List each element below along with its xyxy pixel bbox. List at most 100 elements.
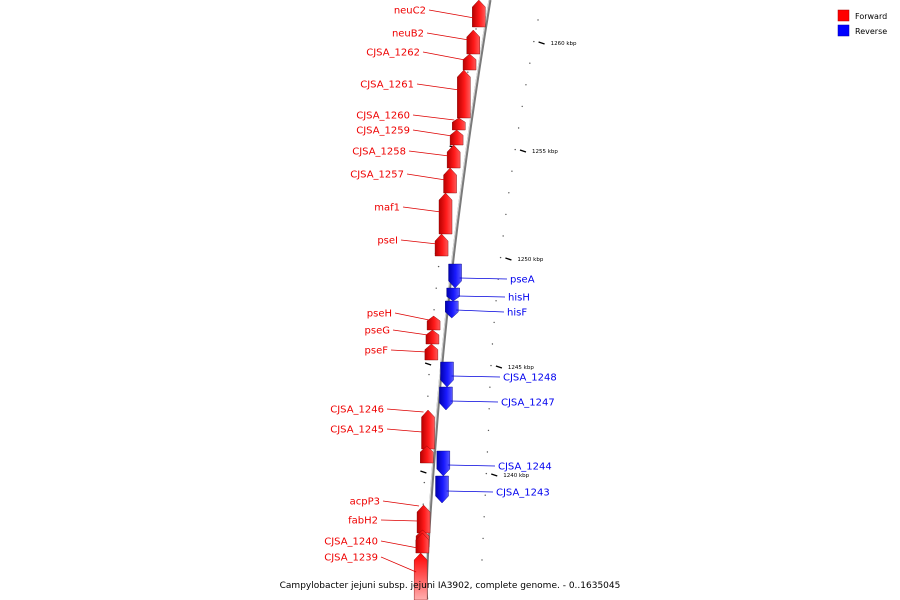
leader-line xyxy=(386,408,424,413)
minor-tick xyxy=(508,192,510,194)
leader-line xyxy=(459,277,508,280)
gene-label-pseg[interactable]: pseG xyxy=(365,326,390,337)
gene-label-neub2[interactable]: neuB2 xyxy=(392,29,424,40)
gene-label-cjsa-1258[interactable]: CJSA_1258 xyxy=(352,147,406,158)
gene-reverse-cjsa-1244[interactable] xyxy=(436,450,451,477)
gene-label-psef[interactable]: pseF xyxy=(365,346,389,357)
minor-tick xyxy=(428,373,430,376)
minor-tick xyxy=(502,235,504,237)
gene-forward-pseg[interactable] xyxy=(425,329,440,345)
gene-label-cjsa-1257[interactable]: CJSA_1257 xyxy=(350,170,404,181)
gene-label-maf1[interactable]: maf1 xyxy=(374,203,400,214)
gene-label-cjsa-1244[interactable]: CJSA_1244 xyxy=(498,462,552,473)
gene-label-hish[interactable]: hisH xyxy=(508,293,530,304)
minor-tick xyxy=(489,386,491,388)
minor-tick xyxy=(533,40,535,43)
minor-tick xyxy=(529,62,531,64)
leader-line xyxy=(412,129,453,137)
gene-forward-cjsa-1259[interactable] xyxy=(449,129,464,146)
leader-line xyxy=(402,206,442,213)
leader-line xyxy=(426,32,469,41)
scale-tick-label: 1250 kbp xyxy=(517,257,543,263)
leader-line xyxy=(428,9,475,19)
minor-tick xyxy=(475,28,477,30)
leader-line xyxy=(416,83,460,91)
minor-tick xyxy=(511,170,513,172)
gene-reverse-cjsa-1243[interactable] xyxy=(435,475,449,504)
gene-forward-cjsa-1246[interactable] xyxy=(421,409,435,450)
scale-tick-label: 1240 kbp xyxy=(503,473,529,479)
gene-label-cjsa-1245[interactable]: CJSA_1245 xyxy=(330,425,384,436)
legend: Forward Reverse xyxy=(837,9,887,37)
gene-forward-cjsa-1261[interactable] xyxy=(457,69,471,119)
gene-forward-neuc2[interactable] xyxy=(472,0,486,28)
leader-line xyxy=(390,349,427,353)
scale-tick-label: 1255 kbp xyxy=(532,149,558,155)
leader-line xyxy=(400,239,438,245)
gene-reverse-hisf[interactable] xyxy=(445,300,459,319)
gene-reverse-psea[interactable] xyxy=(448,263,462,289)
gene-forward-cjsa-1239[interactable] xyxy=(413,552,428,600)
leader-line xyxy=(412,114,455,121)
gene-label-cjsa-1262[interactable]: CJSA_1262 xyxy=(366,48,420,59)
minor-tick xyxy=(482,537,484,540)
gene-reverse-hish[interactable] xyxy=(446,287,460,302)
minor-tick xyxy=(495,300,497,302)
minor-tick xyxy=(491,343,494,345)
gene-forward-cjsa-1258[interactable] xyxy=(446,144,461,169)
minor-tick xyxy=(488,408,490,410)
gene-forward-psef[interactable] xyxy=(424,343,439,361)
leader-line xyxy=(380,540,418,549)
gene-label-acpp3[interactable]: acpP3 xyxy=(350,497,380,508)
gene-features xyxy=(413,0,486,600)
minor-tick xyxy=(483,516,485,518)
minor-tick xyxy=(525,84,527,86)
gene-label-neuc2[interactable]: neuC2 xyxy=(394,6,426,17)
scale-tick-mark xyxy=(495,365,503,369)
legend-forward-label: Forward xyxy=(855,12,887,21)
gene-reverse-cjsa-1247[interactable] xyxy=(439,386,453,411)
gene-forward-cjsa-1262[interactable] xyxy=(462,53,477,71)
gene-reverse-cjsa-1248[interactable] xyxy=(440,361,454,388)
gene-label-psei[interactable]: pseI xyxy=(377,236,398,247)
gene-label-cjsa-1247[interactable]: CJSA_1247 xyxy=(501,398,555,409)
minor-tick xyxy=(521,105,523,108)
gene-forward-cjsa-1245[interactable] xyxy=(420,445,434,464)
gene-forward-cjsa-1240[interactable] xyxy=(415,532,430,554)
minor-tick xyxy=(490,364,492,367)
minor-tick xyxy=(427,395,429,397)
scale-tick-label: 1245 kbp xyxy=(508,365,534,371)
gene-label-cjsa-1248[interactable]: CJSA_1248 xyxy=(503,373,557,384)
gene-label-fabh2[interactable]: fabH2 xyxy=(348,516,378,527)
leader-line xyxy=(422,51,466,61)
gene-label-cjsa-1259[interactable]: CJSA_1259 xyxy=(356,126,410,137)
gene-label-psea[interactable]: pseA xyxy=(510,275,535,286)
gene-forward-maf1[interactable] xyxy=(438,192,453,235)
gene-forward-psei[interactable] xyxy=(434,233,449,257)
gene-label-cjsa-1246[interactable]: CJSA_1246 xyxy=(330,405,384,416)
minor-tick xyxy=(422,503,424,505)
minor-tick xyxy=(487,429,490,432)
gene-label-cjsa-1240[interactable]: CJSA_1240 xyxy=(324,537,378,548)
gene-label-hisf[interactable]: hisF xyxy=(507,308,527,319)
gene-forward-acpp3[interactable] xyxy=(416,504,431,534)
leader-line xyxy=(456,309,505,313)
minor-tick xyxy=(514,148,516,151)
gene-forward-cjsa-1260[interactable] xyxy=(452,117,466,131)
minor-tick xyxy=(435,287,437,289)
leader-line xyxy=(406,173,446,181)
gene-forward-neub2[interactable] xyxy=(466,29,480,55)
gene-label-cjsa-1239[interactable]: CJSA_1239 xyxy=(324,553,378,564)
genome-title: Campylobacter jejuni subsp. jejuni IA390… xyxy=(280,581,621,591)
leader-line xyxy=(408,150,450,157)
minor-tick xyxy=(517,127,520,129)
gene-forward-cjsa-1257[interactable] xyxy=(443,167,457,194)
gene-label-cjsa-1243[interactable]: CJSA_1243 xyxy=(496,488,550,499)
gene-label-cjsa-1261[interactable]: CJSA_1261 xyxy=(360,80,414,91)
scale-tick-mark xyxy=(505,257,512,261)
gene-forward-pseh[interactable] xyxy=(426,315,441,331)
gene-label-cjsa-1260[interactable]: CJSA_1260 xyxy=(356,111,410,122)
leader-line xyxy=(446,490,494,493)
legend-reverse-label: Reverse xyxy=(855,27,887,36)
gene-label-pseh[interactable]: pseH xyxy=(367,309,392,320)
